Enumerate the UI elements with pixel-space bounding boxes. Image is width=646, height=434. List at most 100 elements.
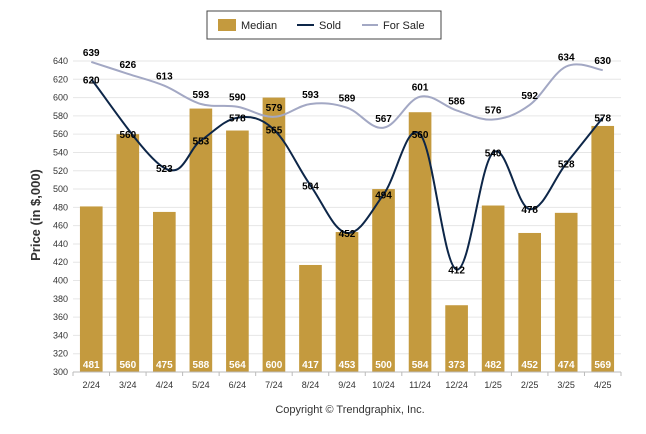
bar-median	[79, 206, 103, 372]
sold-value-label: 578	[229, 114, 246, 125]
for-sale-value-label: 579	[266, 103, 283, 114]
bar-median	[372, 189, 395, 372]
sold-value-label: 452	[339, 229, 356, 240]
legend-label-sold: Sold	[319, 20, 341, 32]
for-sale-value-label: 630	[594, 56, 611, 67]
bar-value-label: 584	[412, 360, 429, 371]
y-tick-label: 460	[53, 221, 68, 231]
x-tick-label: 6/24	[229, 380, 247, 390]
for-sale-value-label: 589	[339, 94, 356, 105]
bar-labels: 481 560 475 588 564 600 417 453 500 584 373 482 452 4…	[83, 360, 612, 371]
legend-label-for-sale: For Sale	[383, 20, 425, 32]
sold-value-label: 412	[448, 266, 465, 277]
for-sale-value-label: 601	[412, 83, 429, 94]
x-axis: 2/24 3/24 4/24 5/24 6/24 7/24 8/24 9/24 10/24 11/…	[72, 371, 622, 390]
x-tick-label: 3/24	[119, 380, 137, 390]
y-tick-label: 560	[53, 129, 68, 139]
bar-value-label: 417	[302, 360, 319, 371]
bar-median	[226, 130, 249, 372]
bar-median	[153, 211, 176, 372]
x-tick-label: 9/24	[338, 380, 356, 390]
sold-value-label: 560	[412, 130, 429, 141]
for-sale-value-label: 592	[521, 91, 538, 102]
sold-value-label: 478	[521, 205, 538, 216]
y-tick-label: 300	[53, 367, 68, 377]
x-tick-label: 5/24	[192, 380, 210, 390]
legend-swatch-median	[218, 19, 236, 31]
bar-value-label: 453	[339, 360, 356, 371]
sold-value-label: 620	[83, 75, 100, 86]
x-tick-label: 4/24	[156, 380, 174, 390]
y-tick-label: 480	[53, 202, 68, 212]
series-lines	[90, 60, 604, 271]
for-sale-value-label: 567	[375, 114, 392, 125]
sold-value-label: 578	[594, 114, 611, 125]
for-sale-value-label: 613	[156, 72, 173, 83]
bar-median	[262, 97, 286, 373]
bar-value-label: 560	[119, 360, 136, 371]
sold-value-label: 560	[119, 130, 136, 141]
sold-value-label: 528	[558, 159, 575, 170]
bar-median	[408, 112, 432, 373]
for-sale-value-label: 590	[229, 93, 246, 104]
x-tick-label: 4/25	[594, 380, 612, 390]
for-sale-value-label: 634	[558, 52, 575, 63]
for-sale-value-label: 586	[448, 96, 465, 107]
x-tick-label: 7/24	[265, 380, 283, 390]
legend-label-median: Median	[241, 20, 277, 32]
bar-median	[189, 108, 213, 373]
line-sold	[90, 78, 604, 271]
median-bars	[79, 97, 615, 373]
x-tick-label: 8/24	[302, 380, 320, 390]
y-tick-label: 640	[53, 56, 68, 66]
y-tick-label: 360	[53, 312, 68, 322]
for-sale-value-label: 593	[193, 90, 210, 101]
for-sale-value-label: 576	[485, 106, 502, 117]
sold-value-label: 553	[193, 137, 210, 148]
x-tick-label: 10/24	[372, 380, 395, 390]
bar-median	[518, 232, 541, 372]
for-sale-value-label: 626	[119, 60, 136, 71]
y-tick-label: 320	[53, 349, 68, 359]
y-tick-label: 400	[53, 276, 68, 286]
y-tick-label: 500	[53, 184, 68, 194]
bar-value-label: 475	[156, 360, 173, 371]
bar-median	[591, 125, 615, 372]
x-tick-label: 2/25	[521, 380, 539, 390]
y-tick-label: 380	[53, 294, 68, 304]
bar-median	[116, 134, 140, 372]
x-tick-label: 12/24	[445, 380, 468, 390]
for-sale-value-label: 639	[83, 48, 100, 59]
x-tick-label: 1/25	[484, 380, 502, 390]
sold-value-label: 523	[156, 164, 173, 175]
point-labels: 639 626 613 593 590 579 593 589 567 601 586 576 592 6…	[83, 48, 612, 277]
y-axis: 300 320 340 360 380 400 420 440 460 480 500 520 540 5…	[53, 56, 68, 377]
sold-value-label: 494	[375, 191, 392, 202]
y-tick-label: 600	[53, 93, 68, 103]
bar-value-label: 600	[266, 360, 283, 371]
bar-value-label: 564	[229, 360, 246, 371]
sold-value-label: 565	[266, 126, 283, 137]
x-tick-label: 11/24	[409, 380, 431, 390]
bar-median	[299, 264, 322, 372]
copyright-text: Copyright © Trendgraphix, Inc.	[275, 404, 424, 416]
y-tick-label: 440	[53, 239, 68, 249]
y-tick-label: 340	[53, 330, 68, 340]
bar-value-label: 482	[485, 360, 502, 371]
for-sale-value-label: 593	[302, 90, 319, 101]
bar-value-label: 588	[193, 360, 210, 371]
bar-value-label: 500	[375, 360, 392, 371]
bar-value-label: 569	[594, 360, 611, 371]
legend: Median Sold For Sale	[206, 10, 442, 40]
bar-median	[335, 232, 359, 372]
y-tick-label: 420	[53, 257, 68, 267]
y-tick-label: 540	[53, 147, 68, 157]
bar-median	[481, 205, 505, 372]
bar-value-label: 481	[83, 360, 100, 371]
y-tick-label: 520	[53, 166, 68, 176]
bar-value-label: 474	[558, 360, 575, 371]
bar-median	[554, 212, 578, 372]
y-tick-label: 580	[53, 111, 68, 121]
bar-value-label: 452	[521, 360, 538, 371]
